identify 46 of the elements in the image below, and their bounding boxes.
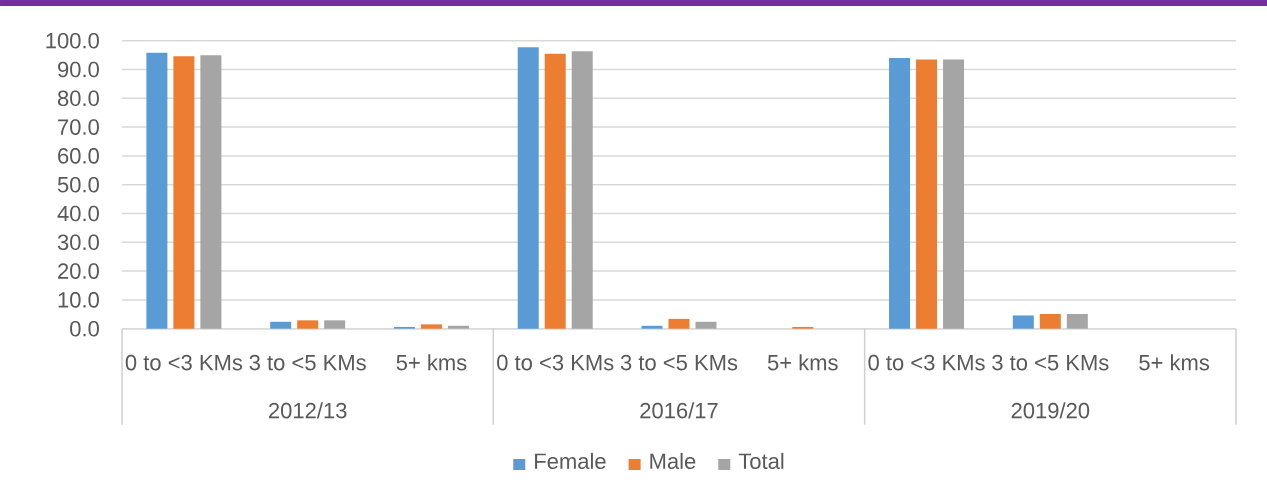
- x-tick-label: 5+ kms: [1139, 354, 1210, 371]
- y-tick-label: 60.0: [58, 148, 99, 164]
- legend-label: Female: [535, 452, 606, 470]
- bar: [889, 57, 911, 329]
- bar: [1039, 314, 1061, 329]
- y-tick-label: 100.0: [46, 32, 99, 49]
- y-tick-label: 10.0: [58, 292, 99, 308]
- text: 2016/17: [640, 402, 718, 419]
- legend-label: Total: [738, 452, 784, 470]
- bar: [324, 320, 346, 329]
- bar: [517, 47, 539, 329]
- bar: [1066, 314, 1088, 329]
- bar: [420, 324, 442, 329]
- x-tick-label: 3 to <5 KMs: [620, 354, 738, 371]
- bar: [916, 59, 938, 329]
- bar: [943, 59, 965, 329]
- y-tick-label: 30.0: [57, 234, 99, 251]
- bar: [297, 320, 319, 329]
- bar: [695, 321, 717, 329]
- bar: [173, 56, 195, 329]
- x-tick-label: 3 to <5 KMs: [249, 354, 366, 371]
- y-tick-label: 70.0: [58, 119, 99, 135]
- y-tick-label: 50.0: [57, 176, 99, 193]
- x-tick-label: 3 to <5 KMs: [992, 354, 1109, 371]
- x-tick-label: 0 to <3 KMs: [125, 354, 243, 371]
- text: 2019/20: [1011, 402, 1090, 419]
- bar: [447, 325, 469, 329]
- y-tick-label: 40.0: [57, 205, 99, 222]
- bar: [544, 53, 566, 329]
- bar: [200, 55, 222, 329]
- bar: [668, 318, 690, 329]
- x-tick-label: 0 to <3 KMs: [868, 354, 985, 371]
- bar: [571, 51, 593, 329]
- text: 2012/13: [269, 402, 347, 419]
- bar: [641, 325, 663, 329]
- legend-label: Male: [650, 452, 696, 470]
- bar: [1012, 315, 1034, 329]
- y-tick-label: 80.0: [57, 90, 99, 107]
- x-tick-label: 0 to <3 KMs: [497, 354, 614, 371]
- y-tick-label: 90.0: [58, 61, 99, 78]
- y-tick-label: 0.0: [70, 320, 99, 337]
- x-tick-label: 5+ kms: [767, 354, 838, 371]
- x-tick-label: 5+ kms: [396, 354, 467, 371]
- bar: [270, 321, 292, 329]
- y-tick-label: 20.0: [58, 263, 99, 279]
- bar: [146, 52, 168, 329]
